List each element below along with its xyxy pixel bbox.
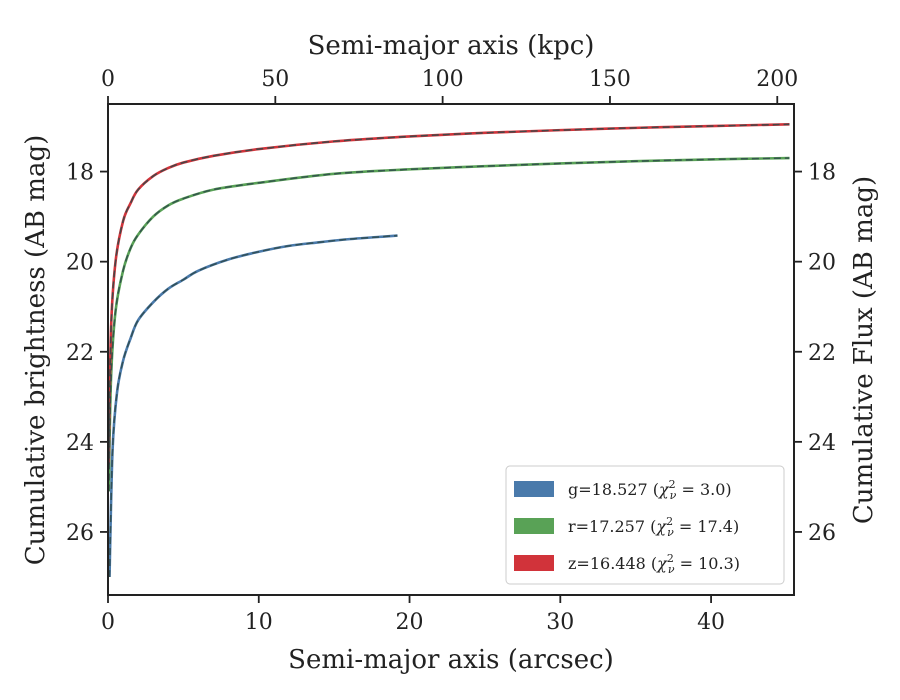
top-x-axis-title: Semi-major axis (kpc): [308, 31, 595, 61]
ticks-layer: 0 10 20 30 40 0 50 100 150 200 18 18 20 20 22 22 24 24 26 2…: [66, 67, 836, 635]
y-tick-label: 26: [66, 521, 94, 546]
y-axis-title: Cumulative brightness (AB mag): [21, 135, 51, 566]
legend-label-r: r=17.257 (χ2 ν = 17.4): [568, 515, 739, 539]
legend-swatch-g: [514, 481, 554, 497]
right-y-tick-label: 18: [808, 161, 836, 186]
fit-lines-layer: [107, 123, 790, 577]
right-y-tick-label: 24: [808, 431, 836, 456]
x-axis-title: Semi-major axis (arcsec): [288, 645, 614, 675]
fit-line-g: [108, 234, 398, 577]
series-line-g: [108, 234, 398, 578]
x-tick-label: 10: [245, 610, 273, 635]
top-x-tick-label: 50: [261, 67, 289, 92]
y-tick-label: 20: [66, 251, 94, 276]
legend-swatch-r: [514, 518, 554, 534]
legend-label-z: z=16.448 (χ2 ν = 10.3): [568, 552, 740, 576]
right-y-tick-label: 20: [808, 251, 836, 276]
top-x-tick-label: 200: [756, 67, 798, 92]
legend-box: [505, 465, 785, 585]
right-y-tick-label: 26: [808, 521, 836, 546]
y-tick-label: 22: [66, 341, 94, 366]
fit-line-r: [107, 157, 790, 492]
plot-frame: [107, 103, 795, 596]
top-x-tick-label: 150: [589, 67, 631, 92]
legend-swatch-z: [514, 555, 554, 571]
y-tick-label: 24: [66, 431, 94, 456]
y-tick-label: 18: [66, 161, 94, 186]
series-line-r: [107, 156, 790, 492]
legend-label-g: g=18.527 (χ2 ν = 3.0): [568, 478, 732, 502]
right-y-tick-label: 22: [808, 341, 836, 366]
x-tick-label: 20: [396, 610, 424, 635]
x-tick-label: 30: [546, 610, 574, 635]
top-x-tick-label: 100: [422, 67, 464, 92]
x-tick-label: 0: [101, 610, 115, 635]
legend: g=18.527 (χ2 ν = 3.0) r=17.257 (χ2 ν = 17.4…: [505, 465, 785, 585]
series-line-z: [107, 122, 790, 465]
x-tick-label: 40: [697, 610, 725, 635]
right-y-axis-title: Cumulative Flux (AB mag): [849, 176, 879, 524]
top-x-tick-label: 0: [101, 67, 115, 92]
fit-line-z: [107, 123, 790, 465]
